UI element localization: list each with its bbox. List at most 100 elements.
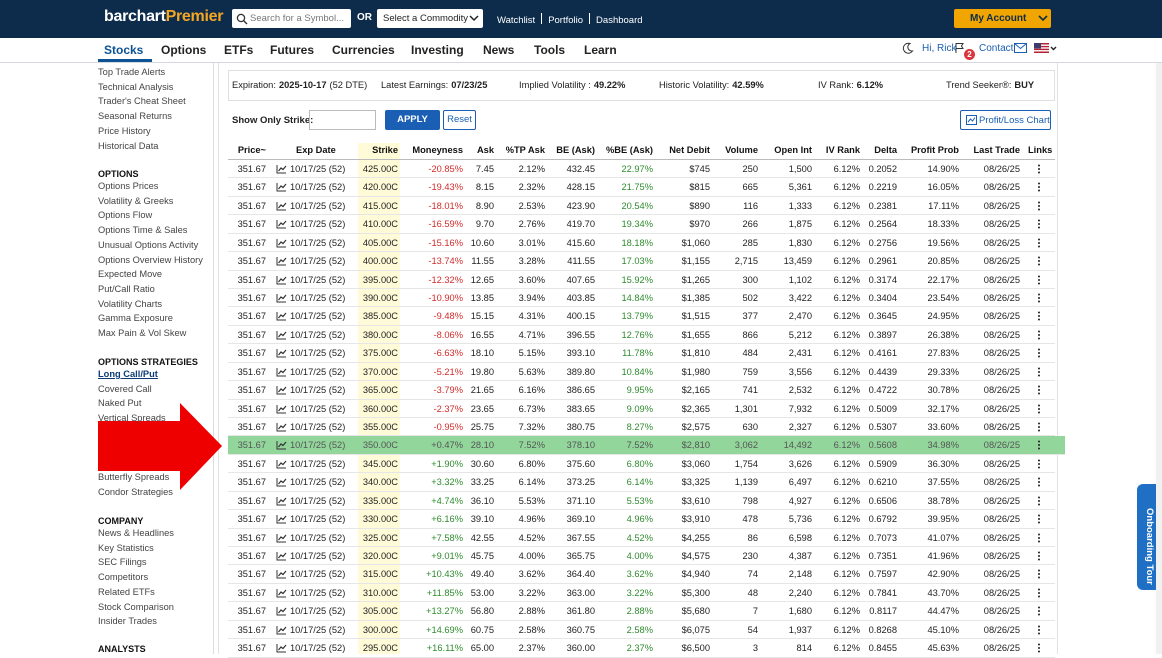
- table-row[interactable]: [228, 400, 1055, 418]
- chart-link-icon[interactable]: [276, 219, 287, 229]
- row-menu[interactable]: [1037, 219, 1041, 229]
- row-menu[interactable]: [1037, 459, 1041, 469]
- nav-tab[interactable]: Learn: [584, 43, 617, 57]
- table-row[interactable]: [228, 473, 1055, 492]
- table-row[interactable]: [228, 178, 1055, 197]
- row-menu[interactable]: [1037, 533, 1041, 543]
- chart-link-icon[interactable]: [276, 625, 287, 635]
- top-link[interactable]: Portfolio: [548, 15, 584, 26]
- nav-tab[interactable]: Currencies: [332, 43, 395, 57]
- column-header[interactable]: Open Int: [774, 145, 812, 155]
- row-menu[interactable]: [1037, 348, 1041, 358]
- nav-tab[interactable]: Futures: [270, 43, 315, 57]
- top-link[interactable]: Watchlist: [497, 15, 536, 26]
- sidebar-link[interactable]: Long Call/Put: [98, 369, 158, 379]
- row-menu[interactable]: [1037, 330, 1041, 340]
- table-row[interactable]: [228, 565, 1055, 584]
- column-header[interactable]: Price~: [237, 145, 266, 155]
- table-row[interactable]: [228, 234, 1055, 253]
- sidebar-link[interactable]: Insider Trades: [98, 616, 157, 627]
- chart-link-icon[interactable]: [276, 182, 287, 192]
- sidebar-link[interactable]: Max Pain & Vol Skew: [98, 328, 187, 338]
- sidebar-link[interactable]: Related ETFs: [98, 586, 155, 597]
- table-row[interactable]: [228, 197, 1055, 216]
- flag-icon[interactable]: [954, 42, 966, 54]
- row-menu[interactable]: [1037, 385, 1041, 395]
- nav-tab[interactable]: Options: [161, 43, 207, 57]
- row-menu[interactable]: [1037, 275, 1041, 285]
- sidebar-link[interactable]: Seasonal Returns: [98, 111, 172, 122]
- row-menu[interactable]: [1037, 496, 1041, 506]
- table-row[interactable]: [228, 529, 1055, 548]
- chart-link-icon[interactable]: [276, 551, 287, 561]
- nav-tab[interactable]: Investing: [411, 43, 464, 57]
- greeting[interactable]: Hi, Rick: [922, 43, 957, 54]
- column-header[interactable]: BE (Ask): [556, 145, 595, 155]
- sidebar-link[interactable]: Naked Put: [98, 398, 142, 409]
- chart-link-icon[interactable]: [276, 348, 287, 358]
- sidebar-link[interactable]: Options Overview History: [98, 254, 203, 265]
- chart-link-icon[interactable]: [276, 496, 287, 506]
- chart-link-icon[interactable]: [276, 606, 287, 616]
- contact-link[interactable]: Contact: [979, 43, 1014, 54]
- highlighted-row[interactable]: [228, 436, 1065, 455]
- chart-link-icon[interactable]: [276, 385, 287, 395]
- table-row[interactable]: [228, 584, 1055, 603]
- sidebar-link[interactable]: Covered Call: [98, 383, 152, 394]
- account-button[interactable]: My Account: [954, 9, 1051, 28]
- apply-button[interactable]: APPLY: [385, 110, 440, 130]
- sidebar-link[interactable]: Gamma Exposure: [98, 313, 173, 324]
- sidebar-link[interactable]: Competitors: [98, 572, 149, 583]
- commodity-select[interactable]: Select a Commodity: [377, 9, 483, 28]
- reset-button[interactable]: Reset: [443, 110, 476, 130]
- nav-tab[interactable]: Tools: [534, 43, 566, 57]
- row-menu[interactable]: [1037, 643, 1041, 653]
- chart-link-icon[interactable]: [276, 404, 287, 414]
- table-row[interactable]: [228, 271, 1055, 289]
- sidebar-link[interactable]: Price History: [98, 125, 151, 136]
- chart-link-icon[interactable]: [276, 256, 287, 266]
- sidebar-link[interactable]: Technical Analysis: [98, 81, 174, 92]
- sidebar-link[interactable]: Volatility Charts: [98, 298, 163, 309]
- table-row[interactable]: [228, 252, 1055, 271]
- column-header[interactable]: %BE (Ask): [605, 145, 653, 155]
- row-menu[interactable]: [1037, 477, 1041, 487]
- strike-input[interactable]: [309, 110, 376, 130]
- column-header[interactable]: Delta: [874, 145, 897, 155]
- chart-link-icon[interactable]: [276, 164, 287, 174]
- sidebar-link[interactable]: Historical Data: [98, 140, 159, 151]
- table-row[interactable]: [228, 307, 1055, 326]
- table-row[interactable]: [228, 547, 1055, 566]
- chart-link-icon[interactable]: [276, 514, 287, 524]
- row-menu[interactable]: [1037, 164, 1041, 174]
- table-row[interactable]: [228, 160, 1055, 179]
- chart-link-icon[interactable]: [276, 477, 287, 487]
- search-box[interactable]: Search for a Symbol...: [232, 9, 351, 28]
- row-menu[interactable]: [1037, 514, 1041, 524]
- table-row[interactable]: [228, 289, 1055, 308]
- row-menu[interactable]: [1037, 311, 1041, 321]
- sidebar-link[interactable]: Expected Move: [98, 269, 163, 280]
- sidebar-link[interactable]: Trader's Cheat Sheet: [98, 96, 186, 107]
- table-row[interactable]: [228, 344, 1055, 363]
- country-flag[interactable]: [1034, 43, 1058, 54]
- table-row[interactable]: [228, 602, 1055, 621]
- row-menu[interactable]: [1037, 238, 1041, 248]
- row-menu[interactable]: [1037, 182, 1041, 192]
- row-menu[interactable]: [1037, 588, 1041, 598]
- chart-link-icon[interactable]: [276, 422, 287, 432]
- sidebar-link[interactable]: Options Time & Sales: [98, 225, 188, 236]
- chart-link-icon[interactable]: [276, 275, 287, 285]
- column-header[interactable]: Ask: [476, 145, 494, 155]
- sidebar-link[interactable]: Put/Call Ratio: [98, 283, 155, 294]
- row-menu[interactable]: [1037, 422, 1041, 432]
- sidebar-link[interactable]: Butterfly Spreads: [98, 472, 170, 483]
- sidebar-link[interactable]: Options Prices: [98, 181, 159, 191]
- column-header[interactable]: Exp Date: [296, 145, 336, 155]
- column-header[interactable]: IV Rank: [825, 145, 860, 155]
- column-header[interactable]: Moneyness: [412, 145, 463, 155]
- sidebar-link[interactable]: News & Headlines: [98, 528, 174, 538]
- profit-loss-button[interactable]: Profit/Loss Chart: [960, 110, 1051, 130]
- sidebar-link[interactable]: Volatility & Greeks: [98, 195, 174, 206]
- table-row[interactable]: [228, 326, 1055, 345]
